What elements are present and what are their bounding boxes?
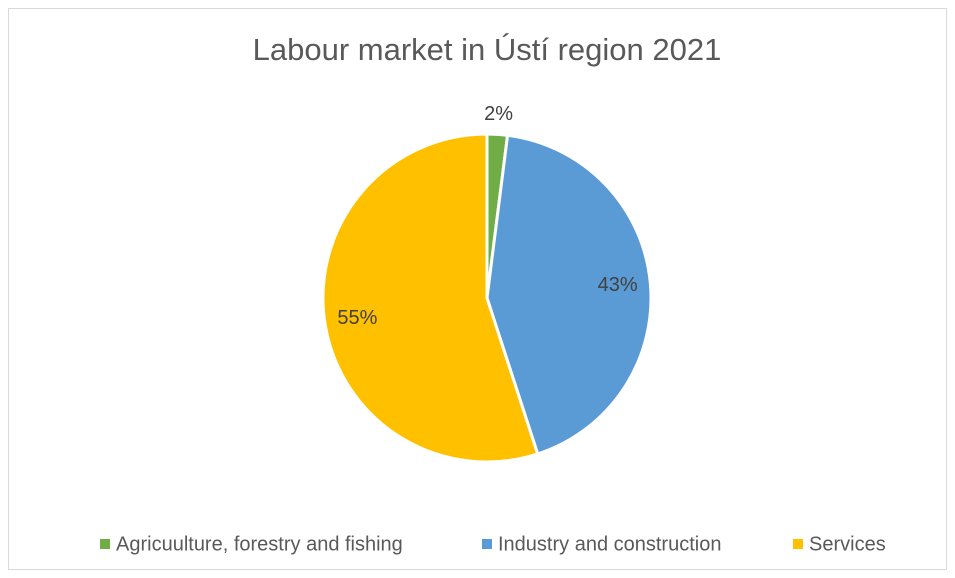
legend-swatch: [482, 539, 492, 549]
data-label: 43%: [598, 274, 638, 296]
legend-label: Agricuulture, forestry and fishing: [116, 533, 403, 555]
legend-label: Services: [809, 533, 886, 555]
pie-slice: [485, 133, 653, 456]
legend-label: Industry and construction: [498, 533, 721, 555]
legend-swatch: [100, 539, 110, 549]
data-label: 2%: [484, 103, 513, 125]
data-label: 55%: [337, 307, 377, 329]
chart-title: Labour market in Ústí region 2021: [253, 32, 722, 67]
pie-slice: [321, 132, 540, 464]
legend-swatch: [793, 539, 803, 549]
